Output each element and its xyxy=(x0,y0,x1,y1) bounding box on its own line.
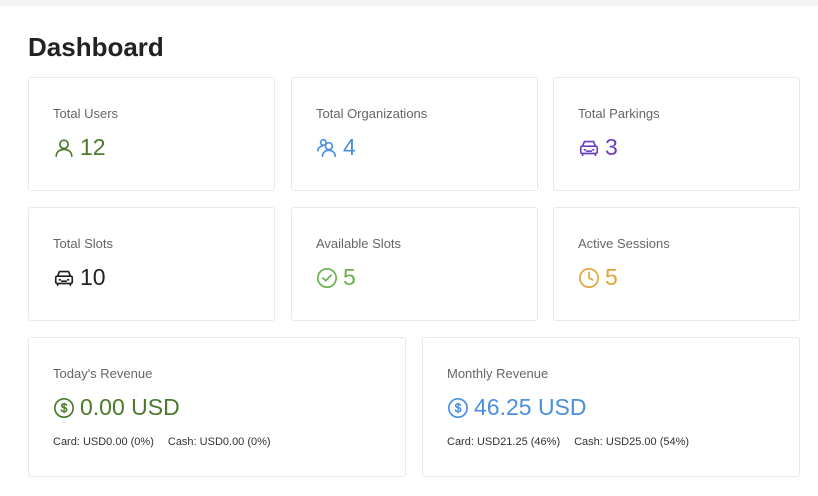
stat-label: Total Users xyxy=(53,106,119,121)
stat-card-total-parkings: Total Parkings 3 xyxy=(553,77,800,191)
users-icon xyxy=(317,138,337,157)
todays-revenue-card: Today's Revenue $0.00 USD Card: USD0.00 … xyxy=(28,337,406,477)
stat-label: Total Parkings xyxy=(578,106,660,121)
revenue-label: Monthly Revenue xyxy=(447,366,549,381)
revenue-value: 46.25 USD xyxy=(474,394,587,420)
card-revenue: Card: USD0.00 (0%) xyxy=(53,436,154,448)
clock-icon xyxy=(579,267,599,288)
user-icon xyxy=(55,138,73,157)
stat-label: Available Slots xyxy=(316,236,402,251)
stat-label: Total Organizations xyxy=(316,106,428,121)
svg-text:$: $ xyxy=(61,401,68,415)
stat-value: 3 xyxy=(605,134,618,160)
stat-value: 5 xyxy=(343,264,356,290)
stat-label: Active Sessions xyxy=(578,236,670,251)
stat-card-active-sessions: Active Sessions 5 xyxy=(553,207,800,321)
cash-revenue: Cash: USD25.00 (54%) xyxy=(574,436,690,448)
stat-value: 12 xyxy=(80,134,106,160)
monthly-revenue-card: Monthly Revenue $46.25 USD Card: USD21.2… xyxy=(422,337,800,477)
stat-card-available-slots: Available Slots 5 xyxy=(291,207,538,321)
stat-card-total-users: Total Users 12 xyxy=(28,77,275,191)
stat-card-total-slots: Total Slots 10 xyxy=(28,207,275,321)
page-title: Dashboard xyxy=(28,32,164,62)
svg-text:$: $ xyxy=(455,401,462,415)
dollar-circle-icon: $ xyxy=(54,397,74,418)
revenue-value: 0.00 USD xyxy=(80,394,180,420)
stat-label: Total Slots xyxy=(53,236,113,251)
cash-revenue: Cash: USD0.00 (0%) xyxy=(167,436,271,448)
top-bar xyxy=(0,0,818,6)
revenue-label: Today's Revenue xyxy=(53,366,153,381)
car-icon xyxy=(579,140,599,156)
stat-card-total-organizations: Total Organizations 4 xyxy=(291,77,538,191)
stat-value: 4 xyxy=(343,134,356,160)
car-icon xyxy=(54,270,74,286)
check-circle-icon xyxy=(317,267,337,288)
stat-value: 5 xyxy=(605,264,618,290)
stat-value: 10 xyxy=(80,264,106,290)
card-revenue: Card: USD21.25 (46%) xyxy=(447,436,561,448)
dollar-circle-icon: $ xyxy=(448,397,468,418)
